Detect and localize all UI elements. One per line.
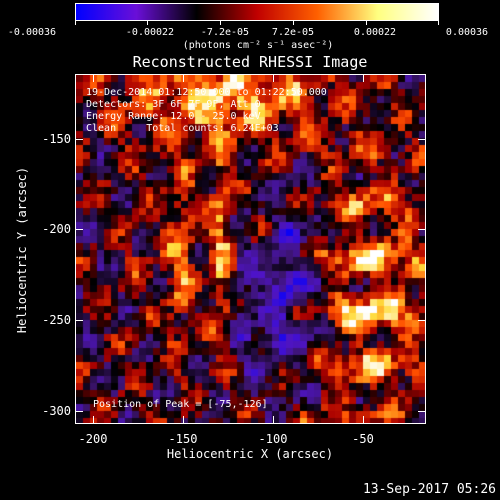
detectors-label: Detectors: 3F 6F 7F 9F, Att 0 [86, 99, 261, 110]
y-tick-label: -150 [42, 132, 71, 146]
y-tick-label: -300 [42, 404, 71, 418]
colorbar-tick [75, 21, 76, 25]
x-tick [183, 416, 184, 424]
colorbar-tick [366, 21, 367, 25]
colorbar-tick-label: 0.00036 [445, 27, 489, 38]
x-tick [93, 74, 94, 82]
colorbar-tick [220, 21, 221, 25]
x-tick [93, 416, 94, 424]
x-tick [363, 74, 364, 82]
y-tick [418, 139, 426, 140]
colorbar-tick-label: 0.00022 [353, 27, 397, 38]
colorbar-tick [147, 21, 148, 25]
x-tick [363, 416, 364, 424]
y-tick [75, 139, 83, 140]
plot-title: Reconstructed RHESSI Image [132, 53, 368, 71]
x-tick [183, 74, 184, 82]
y-axis-label: Heliocentric Y (arcsec) [15, 166, 29, 334]
x-tick-label: -150 [168, 432, 198, 446]
y-tick [75, 229, 83, 230]
clean-counts-label: Clean Total counts: 6.24E+03 [86, 123, 279, 134]
colorbar-tick [438, 21, 439, 25]
x-axis-label: Heliocentric X (arcsec) [166, 447, 334, 461]
colorbar-tick-label: -0.00036 [7, 27, 57, 38]
colorbar-tick-label: -7.2e-05 [200, 27, 250, 38]
footer-timestamp: 13-Sep-2017 05:26 [362, 482, 496, 497]
x-tick-label: -50 [352, 432, 374, 446]
colorbar-tick [293, 21, 294, 25]
y-tick [75, 411, 83, 412]
y-tick-label: -200 [42, 222, 71, 236]
energy-range-label: Energy Range: 12.0 - 25.0 keV [86, 111, 261, 122]
colorbar-tick-label: -0.00022 [125, 27, 175, 38]
reconstructed-image [76, 75, 425, 423]
colorbar-tick-label: 7.2e-05 [271, 27, 315, 38]
time-range-label: 19-Dec-2014 01:12:50.000 to 01:22:50.000 [86, 87, 327, 98]
peak-position-label: Position of Peak = [-75,-126] [93, 399, 268, 410]
x-tick-label: -100 [258, 432, 288, 446]
y-tick [75, 320, 83, 321]
x-tick-label: -200 [78, 432, 108, 446]
colorbar [75, 3, 439, 21]
y-tick [418, 411, 426, 412]
image-panel: 19-Dec-2014 01:12:50.000 to 01:22:50.000… [75, 74, 426, 424]
y-tick [418, 320, 426, 321]
colorbar-units: (photons cm⁻² s⁻¹ asec⁻²) [182, 40, 334, 51]
y-tick [418, 229, 426, 230]
x-tick [273, 416, 274, 424]
y-tick-label: -250 [42, 313, 71, 327]
x-tick [273, 74, 274, 82]
